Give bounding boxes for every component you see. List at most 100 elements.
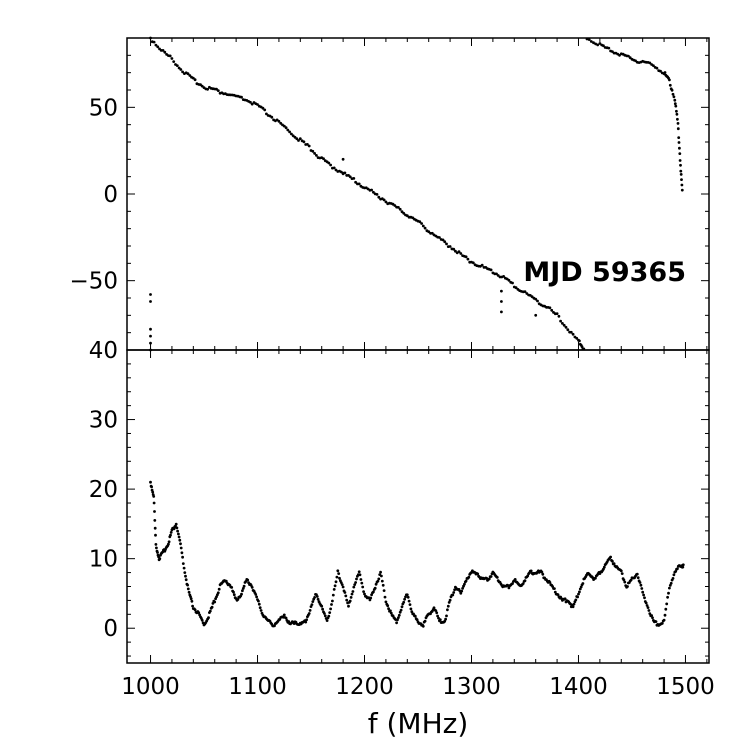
data-point [459, 591, 463, 595]
data-point [678, 152, 682, 156]
data-point [282, 124, 286, 128]
data-point [646, 606, 650, 609]
data-point [511, 281, 514, 285]
top-data-points [149, 36, 684, 352]
data-point [645, 604, 649, 607]
data-point [461, 587, 464, 590]
data-point [384, 200, 388, 204]
y-tick-label: 40 [89, 338, 118, 364]
data-point [673, 102, 677, 106]
data-point [341, 585, 345, 589]
data-point [362, 590, 365, 593]
data-point [668, 83, 672, 87]
data-point [400, 605, 404, 609]
data-point [626, 585, 629, 588]
data-point [152, 495, 156, 498]
data-point [441, 238, 445, 242]
data-point [197, 611, 201, 615]
bottom-plot-frame [126, 349, 710, 664]
data-point [279, 121, 283, 125]
data-point [216, 591, 220, 595]
data-point [421, 224, 425, 228]
data-point [679, 173, 683, 176]
data-point [669, 581, 673, 585]
data-point [375, 193, 379, 196]
data-point [380, 574, 383, 578]
data-point [464, 255, 468, 259]
data-point [640, 587, 644, 590]
data-point [149, 480, 152, 484]
data-point [398, 610, 402, 614]
data-point [181, 555, 185, 559]
data-point [349, 596, 353, 599]
data-point [348, 175, 352, 179]
data-point [571, 605, 575, 609]
data-point [343, 591, 347, 594]
data-point [642, 593, 645, 597]
top-annotation: MJD 59365 [523, 257, 686, 288]
data-point [208, 609, 212, 613]
data-point [659, 69, 662, 73]
data-point [345, 598, 349, 602]
data-point [679, 163, 682, 167]
data-point [563, 597, 567, 601]
bottom-panel: 1000 1100 1200 1300 1400 1500 40 30 20 10 0 [89, 338, 715, 700]
data-point [329, 163, 332, 167]
y-tick-label: 20 [89, 477, 118, 503]
data-point [336, 569, 340, 573]
data-point [389, 609, 392, 613]
data-point [311, 600, 315, 603]
data-point [330, 603, 333, 606]
data-point [569, 330, 573, 334]
data-point [557, 314, 561, 318]
data-point [673, 98, 677, 102]
data-point [213, 600, 217, 604]
data-point [445, 242, 448, 246]
data-point [667, 591, 670, 595]
data-point [452, 591, 456, 594]
data-point [576, 595, 579, 599]
data-point [325, 619, 329, 622]
data-point [215, 595, 218, 599]
data-point [175, 64, 179, 67]
data-point [489, 575, 493, 578]
data-point [665, 602, 669, 606]
data-point [405, 593, 409, 597]
data-point [647, 609, 651, 612]
data-point [331, 599, 334, 603]
data-point [382, 589, 386, 592]
data-point [186, 583, 190, 587]
data-point [671, 577, 675, 580]
data-point [189, 595, 192, 598]
data-point [156, 551, 159, 554]
data-point [443, 240, 447, 244]
data-point [578, 590, 581, 594]
data-point [454, 249, 457, 253]
data-point [298, 137, 302, 141]
data-point [448, 598, 452, 602]
data-point [351, 590, 355, 593]
data-point [286, 128, 290, 132]
data-point [353, 583, 357, 586]
data-point [393, 204, 397, 207]
data-point [648, 61, 652, 65]
data-point [151, 490, 155, 494]
data-point [158, 557, 162, 561]
data-point [154, 543, 158, 546]
data-point [150, 485, 154, 489]
data-point [457, 250, 461, 254]
data-point [580, 345, 584, 348]
data-point [446, 608, 449, 612]
data-point [357, 570, 361, 574]
data-point [619, 569, 623, 573]
data-point [210, 605, 214, 609]
data-point [681, 565, 685, 569]
data-point [406, 595, 410, 599]
data-point [311, 149, 315, 153]
data-point [443, 619, 447, 623]
data-point [277, 119, 281, 123]
data-point [500, 300, 503, 303]
data-point [678, 146, 681, 150]
data-point [153, 519, 157, 522]
data-point [564, 325, 568, 329]
